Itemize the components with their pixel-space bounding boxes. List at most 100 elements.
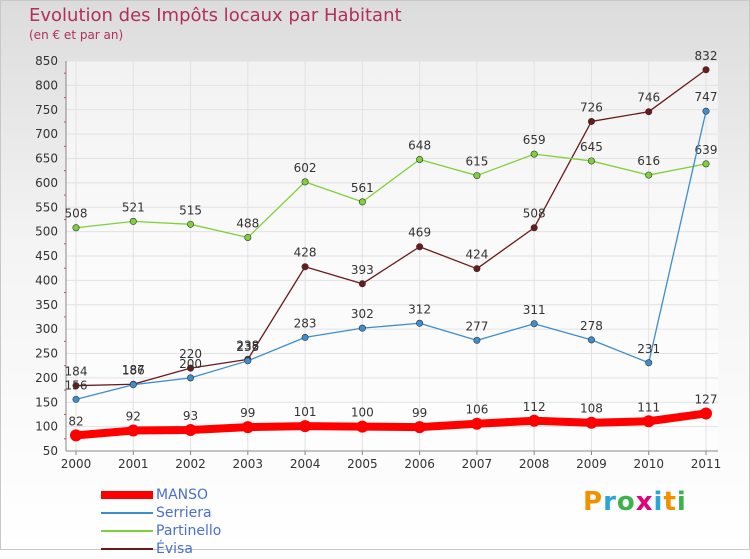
- logo-letter: x: [635, 487, 654, 517]
- point-serriera: [530, 320, 538, 328]
- point-evisa: [645, 108, 653, 116]
- x-tick-label: 2004: [290, 457, 321, 471]
- data-label-evisa: 424: [465, 248, 488, 262]
- data-label-serriera: 278: [580, 319, 603, 333]
- data-label-partinello: 515: [179, 203, 202, 217]
- data-label-evisa: 184: [65, 365, 88, 379]
- x-tick-label: 2010: [633, 457, 664, 471]
- logo-letter: t: [663, 487, 677, 517]
- point-partinello: [187, 220, 195, 228]
- data-label-manso: 112: [523, 400, 546, 414]
- x-tick-label: 2003: [233, 457, 264, 471]
- y-tick-label: 750: [35, 103, 58, 117]
- point-partinello: [129, 217, 137, 225]
- data-label-evisa: 220: [179, 347, 202, 361]
- point-serriera: [187, 374, 195, 382]
- data-label-manso: 82: [68, 414, 83, 428]
- point-partinello: [301, 178, 309, 186]
- series-line-serriera: [75, 110, 707, 400]
- point-evisa: [416, 243, 424, 251]
- data-label-evisa: 746: [637, 91, 660, 105]
- chart-title: Evolution des Impôts locaux par Habitant: [29, 5, 402, 26]
- x-tick-label: 2007: [462, 457, 493, 471]
- point-serriera: [129, 381, 137, 389]
- point-evisa: [187, 364, 195, 372]
- series-line-partinello: [75, 153, 707, 239]
- point-evisa: [530, 224, 538, 232]
- point-evisa: [301, 263, 309, 271]
- point-serriera: [702, 107, 710, 115]
- y-tick-label: 50: [43, 444, 58, 458]
- x-tick-label: 2011: [691, 457, 722, 471]
- point-serriera: [587, 336, 595, 344]
- series-line-evisa: [75, 69, 707, 387]
- data-label-serriera: 311: [523, 303, 546, 317]
- data-label-serriera: 312: [408, 302, 431, 316]
- x-tick-label: 2002: [175, 457, 206, 471]
- data-label-serriera: 747: [695, 90, 718, 104]
- data-label-serriera: 156: [65, 378, 88, 392]
- data-label-partinello: 521: [122, 200, 145, 214]
- data-label-partinello: 508: [65, 207, 88, 221]
- logo-letter: P: [583, 487, 604, 517]
- legend-label-manso: MANSO: [156, 487, 209, 503]
- point-serriera: [645, 359, 653, 367]
- data-label-partinello: 645: [580, 140, 603, 154]
- data-label-partinello: 616: [637, 154, 660, 168]
- data-label-manso: 100: [351, 406, 374, 420]
- data-label-manso: 99: [412, 406, 427, 420]
- point-manso: [642, 415, 655, 428]
- data-label-evisa: 469: [408, 226, 431, 240]
- x-tick-label: 2006: [404, 457, 435, 471]
- point-partinello: [416, 155, 424, 163]
- data-label-serriera: 302: [351, 307, 374, 321]
- point-partinello: [473, 172, 481, 180]
- data-label-partinello: 602: [294, 161, 317, 175]
- data-label-manso: 92: [126, 410, 141, 424]
- point-serriera: [358, 324, 366, 332]
- y-tick-label: 500: [35, 225, 58, 239]
- legend-item-manso: MANSO: [101, 487, 301, 505]
- y-tick-label: 600: [35, 176, 58, 190]
- x-tick-label: 2005: [347, 457, 378, 471]
- data-label-partinello: 648: [408, 138, 431, 152]
- legend-swatch-evisa: [101, 548, 153, 550]
- y-tick-label: 850: [35, 54, 58, 68]
- data-label-partinello: 639: [695, 143, 718, 157]
- y-tick-label: 350: [35, 298, 58, 312]
- point-manso: [299, 420, 312, 433]
- y-tick-label: 100: [35, 420, 58, 434]
- y-tick-label: 200: [35, 371, 58, 385]
- legend-swatch-manso: [101, 491, 153, 499]
- y-tick-label: 700: [35, 127, 58, 141]
- y-tick-label: 400: [35, 273, 58, 287]
- x-tick-label: 2008: [519, 457, 550, 471]
- chart-subtitle: (en € et par an): [29, 28, 124, 42]
- logo-letter: i: [676, 487, 687, 517]
- point-evisa: [702, 66, 710, 74]
- legend: MANSO Serriera Partinello Évisa: [101, 487, 301, 559]
- point-partinello: [530, 150, 538, 158]
- point-serriera: [301, 333, 309, 341]
- point-manso: [585, 416, 598, 429]
- data-label-manso: 108: [580, 402, 603, 416]
- y-tick-label: 250: [35, 347, 58, 361]
- point-manso: [700, 407, 712, 420]
- y-tick-label: 150: [35, 395, 58, 409]
- data-label-manso: 101: [294, 405, 317, 419]
- point-evisa: [72, 382, 80, 390]
- line-chart: 50 100 150 200 250 300 350 400 450 500 550 600 650 70…: [35, 49, 722, 471]
- x-tick-label: 2000: [61, 457, 92, 471]
- y-tick-label: 800: [35, 78, 58, 92]
- data-label-serriera: 283: [294, 316, 317, 330]
- point-evisa: [358, 280, 366, 288]
- logo-letter: r: [603, 487, 617, 517]
- data-label-manso: 111: [637, 400, 660, 414]
- data-label-serriera: 186: [122, 364, 145, 378]
- legend-item-partinello: Partinello: [101, 523, 301, 541]
- logo-letter: o: [616, 487, 636, 517]
- x-tick-label: 2009: [576, 457, 607, 471]
- point-serriera: [72, 395, 80, 403]
- point-manso: [241, 421, 254, 434]
